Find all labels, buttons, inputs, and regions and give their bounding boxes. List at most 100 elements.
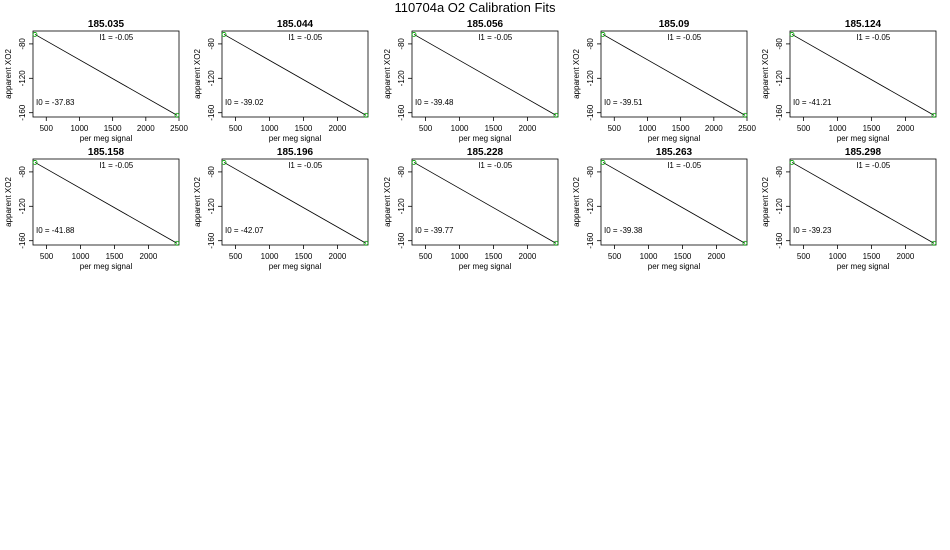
y-tick-label: -120 [586,198,595,215]
x-tick-label: 1500 [295,124,313,133]
y-tick-label: -160 [586,232,595,249]
slope-annotation: I1 = -0.05 [667,161,702,170]
x-axis-label: per meg signal [648,134,701,143]
x-tick-label: 1500 [485,252,503,261]
x-axis-label: per meg signal [837,134,890,143]
y-tick-label: -160 [775,104,784,121]
panel-8: 185.228 500 1000 1500 2000 -80 -120 -160 per meg… [383,147,559,271]
y-tick-label: -160 [397,104,406,121]
x-tick-label: 2000 [708,252,726,261]
panel-title: 185.056 [467,19,504,30]
fit-line [34,34,178,116]
x-tick-label: 1500 [104,124,122,133]
panel-title: 185.228 [467,147,504,158]
y-tick-label: -80 [18,166,27,178]
panel-6: 185.158 500 1000 1500 2000 -80 -120 -160 per meg… [4,147,180,271]
x-tick-label: 1500 [674,252,692,261]
y-tick-label: -120 [775,70,784,87]
data-point [931,240,937,246]
data-point [363,240,369,246]
intercept-annotation: I0 = -39.48 [415,98,454,107]
intercept-annotation: I0 = -41.88 [36,226,75,235]
data-point [174,112,180,118]
data-point [600,160,606,165]
y-tick-label: -160 [18,104,27,121]
slope-annotation: I1 = -0.05 [478,161,513,170]
y-tick-label: -120 [18,198,27,215]
intercept-annotation: I0 = -39.23 [793,226,832,235]
fit-line [413,34,557,116]
data-point [411,160,417,165]
y-axis-label: apparent XO2 [4,177,13,227]
y-axis-label: apparent XO2 [193,49,202,99]
x-tick-label: 1500 [106,252,124,261]
y-tick-label: -120 [207,70,216,87]
x-tick-label: 1500 [672,124,690,133]
panel-title: 185.196 [277,147,314,158]
panel-title: 185.035 [88,19,125,30]
y-tick-label: -120 [397,70,406,87]
x-tick-label: 2000 [140,252,158,261]
x-tick-label: 500 [608,124,622,133]
intercept-annotation: I0 = -39.38 [604,226,643,235]
x-axis-label: per meg signal [459,134,512,143]
x-tick-label: 1000 [261,124,279,133]
y-axis-label: apparent XO2 [572,49,581,99]
y-tick-label: -160 [397,232,406,249]
data-point [221,32,227,37]
data-point [600,32,606,37]
x-tick-label: 1500 [295,252,313,261]
y-axis-label: apparent XO2 [383,177,392,227]
plot-frame [789,30,937,118]
data-point [789,160,795,165]
x-tick-label: 1000 [640,252,658,261]
x-axis-label: per meg signal [837,262,890,271]
y-tick-label: -160 [586,104,595,121]
fit-line [34,162,178,244]
fit-line [223,162,367,244]
x-tick-label: 1500 [485,124,503,133]
x-tick-label: 2500 [738,124,756,133]
intercept-annotation: I0 = -39.02 [225,98,264,107]
slope-annotation: I1 = -0.05 [99,33,134,42]
intercept-annotation: I0 = -42.07 [225,226,264,235]
data-point [32,32,38,37]
data-point [742,112,748,118]
x-tick-label: 500 [40,252,54,261]
panel-9: 185.263 500 1000 1500 2000 -80 -120 -160 per meg… [572,147,748,271]
y-tick-label: -80 [775,166,784,178]
plot-frame [600,158,748,246]
y-tick-label: -80 [18,38,27,50]
x-tick-label: 1000 [71,124,89,133]
x-tick-label: 500 [608,252,622,261]
panel-3: 185.056 500 1000 1500 2000 -80 -120 -160 per meg… [383,19,559,143]
panel-title: 185.124 [845,19,882,30]
x-tick-label: 500 [229,252,243,261]
y-axis-label: apparent XO2 [383,49,392,99]
y-tick-label: -120 [207,198,216,215]
panel-1: 185.035 500 1000 1500 2000 2500 -80 -120 -160 per… [4,19,188,143]
x-axis-label: per meg signal [269,134,322,143]
slope-annotation: I1 = -0.05 [478,33,513,42]
panel-4: 185.09 500 1000 1500 2000 2500 -80 -120 -160 per … [572,19,756,143]
slope-annotation: I1 = -0.05 [99,161,134,170]
y-axis-label: apparent XO2 [193,177,202,227]
x-tick-label: 500 [229,124,243,133]
intercept-annotation: I0 = -39.51 [604,98,643,107]
x-axis-label: per meg signal [269,262,322,271]
y-tick-label: -80 [775,38,784,50]
slope-annotation: I1 = -0.05 [856,161,891,170]
x-tick-label: 2000 [519,124,537,133]
fit-line [413,162,557,244]
x-tick-label: 2000 [329,124,347,133]
data-point [221,160,227,165]
panel-title: 185.09 [659,19,690,30]
y-axis-label: apparent XO2 [761,177,770,227]
y-tick-label: -120 [18,70,27,87]
x-tick-label: 500 [419,252,433,261]
y-tick-label: -160 [775,232,784,249]
y-tick-label: -120 [586,70,595,87]
x-tick-label: 2500 [170,124,188,133]
data-point [174,240,180,246]
